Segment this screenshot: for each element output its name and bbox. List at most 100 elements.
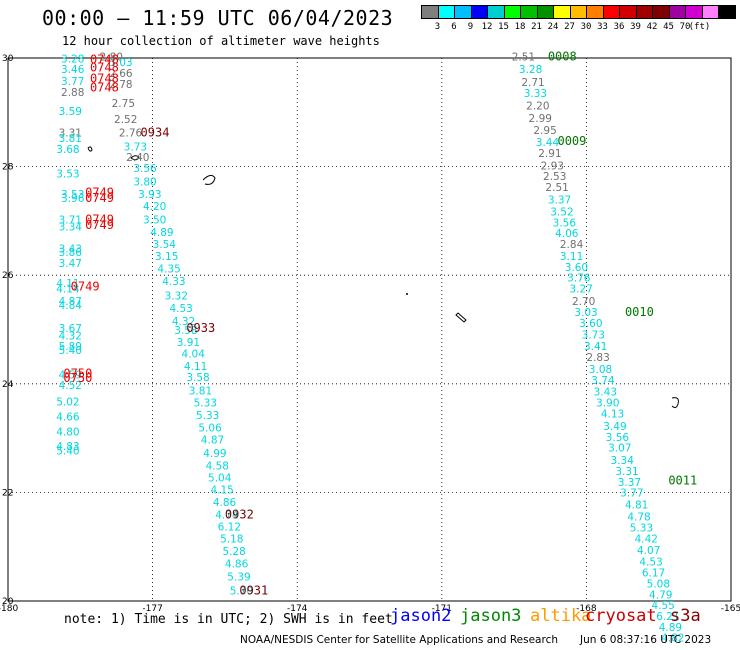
wave-height-label: 2.71 [521,77,544,89]
island-dot [406,293,408,295]
pass-time-label: 0933 [186,321,215,335]
wave-height-label: 4.33 [162,276,185,288]
wave-height-label: 3.86 [59,247,83,259]
wave-height-label: 4.32 [59,330,82,342]
wave-height-label: 3.53 [61,189,84,201]
wave-height-label: 4.84 [59,300,83,312]
wave-height-label: 3.15 [155,251,178,263]
wave-height-label: 3.68 [56,144,79,156]
wave-height-label: 3.44 [536,137,560,149]
wave-height-label: 2.66 [109,68,133,80]
color-scale-label: 70 [679,22,691,32]
wave-height-label: 4.14 [56,284,80,296]
wave-height-label: 3.50 [143,215,166,227]
pass-time-label: 0749 [85,191,114,205]
wave-height-label: 3.28 [519,64,542,76]
wave-height-label: 4.66 [56,412,80,424]
wave-height-label: 4.99 [203,448,226,460]
wave-height-label: 4.53 [639,557,662,569]
generation-timestamp: Jun 6 08:37:16 UTC 2023 [580,634,712,646]
color-scale-bar [421,5,736,19]
wave-height-label: 2.80 [100,52,123,64]
wave-height-label: 3.11 [560,251,583,263]
wave-height-label: 3.56 [606,432,630,444]
wave-height-label: 6.12 [218,521,241,533]
pass-time-label: 0932 [225,507,254,521]
wave-height-label: 4.83 [56,441,79,453]
wave-height-label: 2.95 [533,125,556,137]
wave-height-label: 3.77 [61,76,84,88]
wave-height-label: 5.28 [222,546,245,558]
y-tick-label: 28 [2,163,14,173]
wave-height-label: 5.04 [208,473,232,485]
wave-height-label: 3.56 [553,217,577,229]
island-outline [202,174,216,185]
wave-height-label: 4.04 [182,349,206,361]
wave-height-label: 5.39 [227,571,250,583]
wave-height-label: 4.52 [59,380,82,392]
wave-height-label: 3.03 [109,57,132,69]
pass-time-label: 0010 [625,305,654,319]
wave-height-label: 3.34 [611,455,635,467]
wave-height-label: 5.02 [56,397,79,409]
wave-height-label: 4.32 [172,316,195,328]
wave-height-label: 3.53 [56,168,79,180]
wave-height-label: 5.33 [196,410,219,422]
color-scale-labels: 3 6 9 12 15 18 21 24 27 30 33 36 39 42 45 70 (ft) [421,22,740,34]
wave-height-label: 6.21 [656,611,679,623]
wave-height-label: 3.81 [189,386,212,398]
wave-height-label: 4.81 [625,500,648,512]
y-tick-label: 22 [2,488,13,498]
wave-height-label: 4.15 [210,484,233,496]
wave-height-label: 4.42 [635,533,658,545]
wave-height-label: 3.77 [620,488,643,500]
wave-height-label: 5.33 [194,398,217,410]
pass-time-label: 0749 [85,185,114,199]
wave-height-label: 3.91 [177,337,200,349]
wave-height-label: 4.89 [150,227,173,239]
color-scale-unit: (ft) [688,22,711,32]
pass-time-label: 0749 [85,213,114,227]
wave-height-label: 3.59 [59,106,82,118]
color-scale-label: 18 [514,22,526,32]
legend-item-s3a: s3a [670,606,701,626]
footnote: note: 1) Time is in UTC; 2) SWH is in fe… [64,612,393,627]
wave-height-label: 2.20 [526,101,549,113]
x-tick-label: -177 [142,604,162,614]
wave-height-label: 2.99 [529,113,552,125]
wave-height-label: 3.27 [570,284,593,296]
wave-height-label: 3.58 [186,372,209,384]
color-scale-label: 21 [531,22,542,32]
legend-item-jason2: jason2 [390,606,452,626]
pass-time-label: 0750 [63,371,92,385]
wave-height-label: 2.88 [61,87,84,99]
wave-height-label: 3.58 [174,325,197,337]
wave-height-label: 5.89 [59,341,82,353]
wave-height-label: 3.73 [124,141,147,153]
color-scale-label: 6 [451,22,457,32]
wave-height-label: 3.73 [582,330,605,342]
color-scale-label: 3 [434,22,441,32]
color-scale-label: 30 [580,22,592,32]
wave-height-label: 5.08 [647,578,670,590]
wave-height-label: 3.28 [61,53,84,65]
wave-height-label: 3.81 [59,133,82,145]
wave-height-label: 2.40 [126,152,149,164]
wave-height-label: 5.06 [198,423,222,435]
color-scale-label: 24 [547,22,559,32]
color-scale-label: 42 [646,22,658,32]
pass-time-label: 0931 [239,583,268,597]
wave-height-label: 2.76 [119,128,143,140]
wave-height-label: 3.60 [579,318,602,330]
wave-height-label: 3.71 [59,215,82,227]
wave-height-label: 2.84 [560,239,584,251]
wave-height-label: 4.13 [601,408,624,420]
wave-height-label: 5.40 [59,345,82,357]
pass-time-label: 0011 [668,473,697,487]
wave-height-label: 3.56 [133,163,157,175]
wave-height-label: 4.06 [555,228,579,240]
color-scale-label: 33 [597,22,608,32]
wave-height-label: 2.51 [545,182,568,194]
y-tick-label: 26 [2,271,14,281]
